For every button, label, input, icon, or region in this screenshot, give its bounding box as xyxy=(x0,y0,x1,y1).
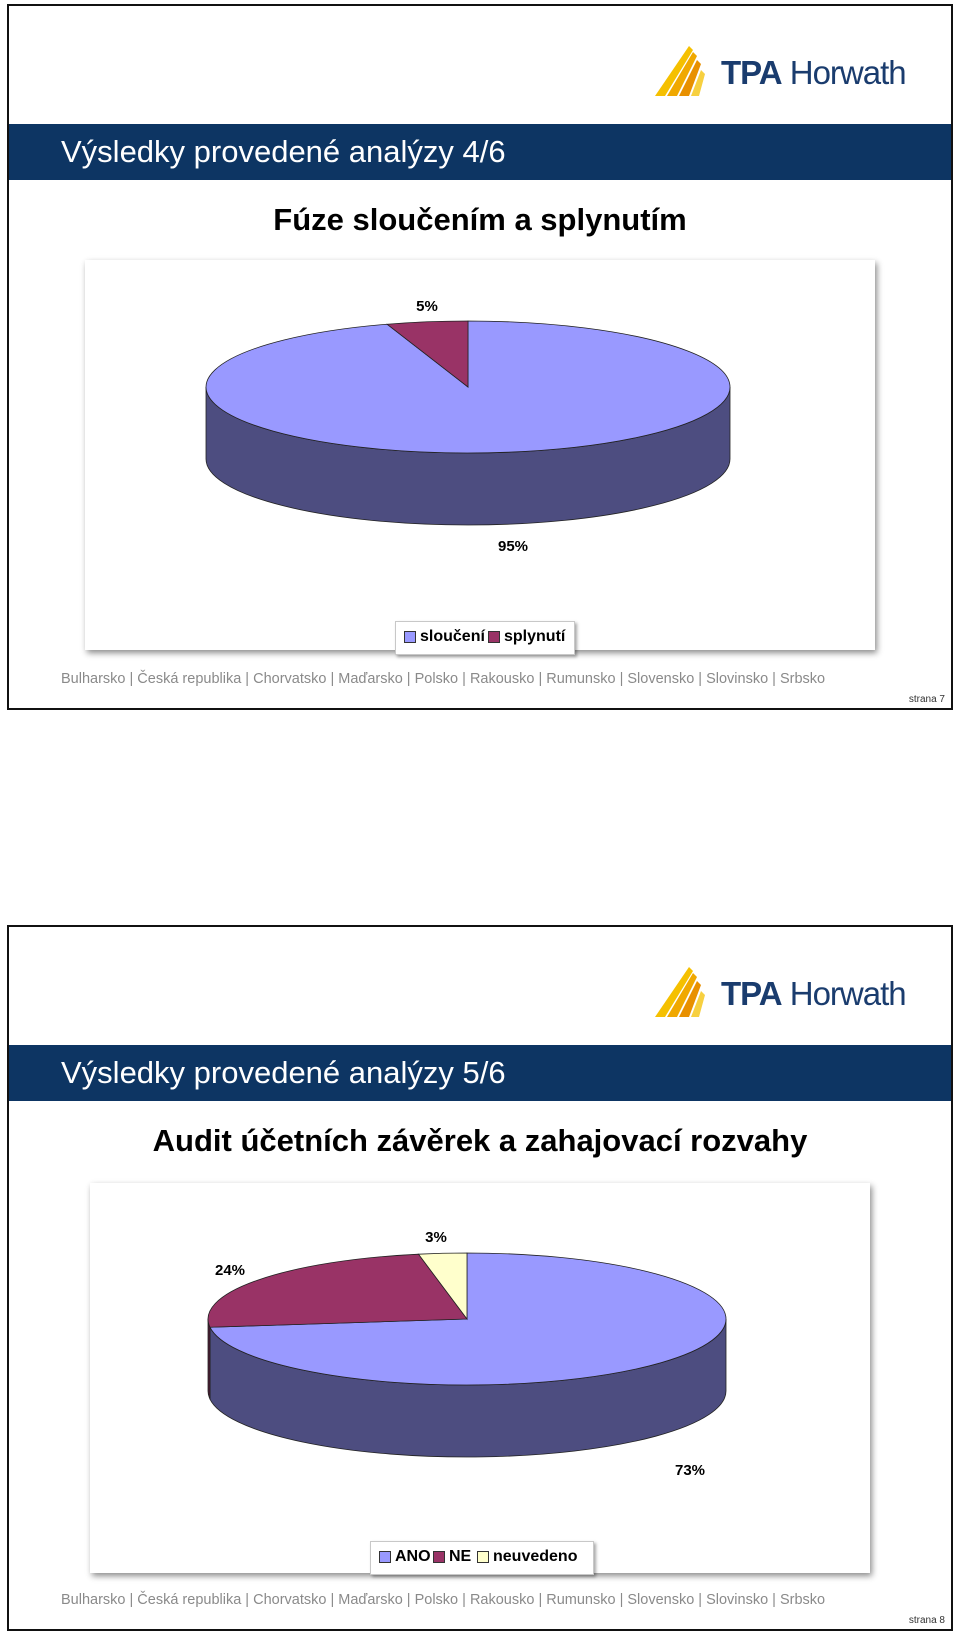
legend-label: sloučení xyxy=(420,628,485,645)
pie-chart-fuze: 95% 5% sloučení splynutí xyxy=(85,260,875,655)
legend-label: splynutí xyxy=(504,628,566,645)
legend-swatch xyxy=(477,1551,489,1563)
data-label-ANO: 73% xyxy=(675,1462,705,1479)
data-label-splynutí: 5% xyxy=(416,298,438,315)
legend-swatch xyxy=(379,1551,391,1563)
legend-item-slouceni: sloučení xyxy=(404,628,485,646)
legend-item-splynuti: splynutí xyxy=(488,628,565,646)
pie-slice-NE xyxy=(207,1253,468,1328)
data-label-sloučení: 95% xyxy=(498,538,528,555)
logo-text-horwath: Horwath xyxy=(781,975,907,1012)
pie-slice-ANO xyxy=(209,1252,727,1386)
page-number: strana 7 xyxy=(908,694,945,705)
slide-8: TPA Horwath Výsledky provedené analýzy 5… xyxy=(7,925,953,1631)
legend-swatch xyxy=(488,631,500,643)
pie-chart-svg: 95% 5% xyxy=(205,298,731,555)
slide-title: Výsledky provedené analýzy 5/6 xyxy=(61,1055,506,1090)
legend-item-neuvedeno: neuvedeno xyxy=(477,1548,577,1566)
legend-item-ano: ANO xyxy=(379,1548,431,1566)
logo-text-tpa: TPA xyxy=(721,975,783,1012)
logo-sunburst-icon xyxy=(655,967,705,1017)
legend-swatch xyxy=(433,1551,445,1563)
chart-legend: sloučení splynutí xyxy=(395,621,575,655)
legend-label: NE xyxy=(449,1548,472,1565)
pie-slice-splynutí xyxy=(385,320,469,388)
legend-swatch xyxy=(404,631,416,643)
chart-title: Audit účetních závěrek a zahajovací rozv… xyxy=(152,1123,808,1158)
chart-title: Fúze sloučením a splynutím xyxy=(273,202,687,237)
pie-chart-svg: 73% 24% 3% xyxy=(207,1229,727,1479)
data-label-neuvedeno: 3% xyxy=(425,1229,447,1246)
pie-side-NE xyxy=(207,1318,211,1400)
logo-sunburst-icon xyxy=(655,46,705,96)
logo-text-tpa: TPA xyxy=(721,54,783,91)
footer-countries: Bulharsko | Česká republika | Chorvatsko… xyxy=(61,1592,826,1608)
data-label-NE: 24% xyxy=(215,1262,245,1279)
logo-text-horwath: Horwath xyxy=(781,54,907,91)
slide-title-bar: Výsledky provedené analýzy 4/6 xyxy=(9,124,951,180)
page-number: strana 8 xyxy=(908,1615,945,1626)
footer-countries: Bulharsko | Česká republika | Chorvatsko… xyxy=(61,671,826,687)
slide-title: Výsledky provedené analýzy 4/6 xyxy=(61,134,506,169)
pie-chart-audit: 73% 24% 3% ANO NE neuvedeno xyxy=(90,1183,870,1575)
chart-legend: ANO NE neuvedeno xyxy=(370,1541,594,1575)
tpa-horwath-logo: TPA Horwath xyxy=(649,965,919,1025)
slide-7: TPA Horwath Výsledky provedené analýzy 4… xyxy=(7,4,953,710)
legend-label: neuvedeno xyxy=(493,1548,578,1565)
slide-title-bar: Výsledky provedené analýzy 5/6 xyxy=(9,1045,951,1101)
legend-label: ANO xyxy=(395,1548,431,1565)
legend-item-ne: NE xyxy=(433,1548,471,1566)
tpa-horwath-logo: TPA Horwath xyxy=(649,44,919,104)
pie-slice-neuvedeno xyxy=(417,1252,468,1321)
